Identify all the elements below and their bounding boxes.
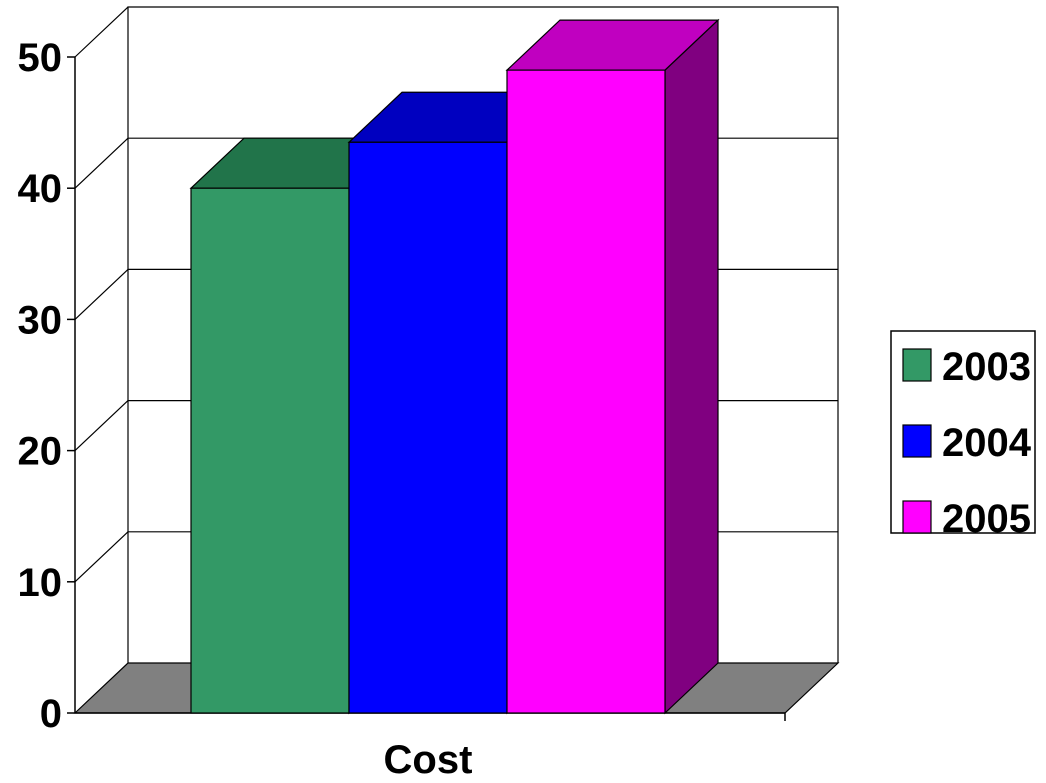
y-tick-label: 50 [18,36,63,80]
gridline-side [74,268,129,320]
y-tick-label: 0 [40,692,62,736]
gridline-side [74,6,129,58]
legend-label-2003: 2003 [942,345,1031,389]
legend-swatch-2005 [902,500,932,534]
y-tick-label: 30 [18,298,63,342]
legend-swatch-2003 [902,348,932,382]
y-tick-label: 10 [18,561,63,605]
bars [189,18,720,715]
bar-front-2003 [190,187,350,714]
back-wall [127,6,839,663]
bar-side-2005 [664,18,719,715]
y-tick-label: 40 [18,167,63,211]
x-category-labels: Cost [384,738,473,782]
y-tick-label: 20 [18,430,63,474]
legend-label-2004: 2004 [942,421,1032,465]
gridline-side [74,531,129,583]
bar-front-2005 [506,69,666,714]
gridline-side [74,137,129,189]
legend-swatch-2004 [902,424,932,458]
chart-walls [127,6,839,663]
y-tick-labels: 0 10 20 30 40 50 [18,36,63,736]
bar-front-2004 [348,141,508,714]
legend-label-2005: 2005 [942,497,1031,541]
gridline-side [74,400,129,452]
x-category-label: Cost [384,738,473,782]
legend: 2003 2004 2005 [890,330,1036,541]
bar-2005 [505,18,720,715]
